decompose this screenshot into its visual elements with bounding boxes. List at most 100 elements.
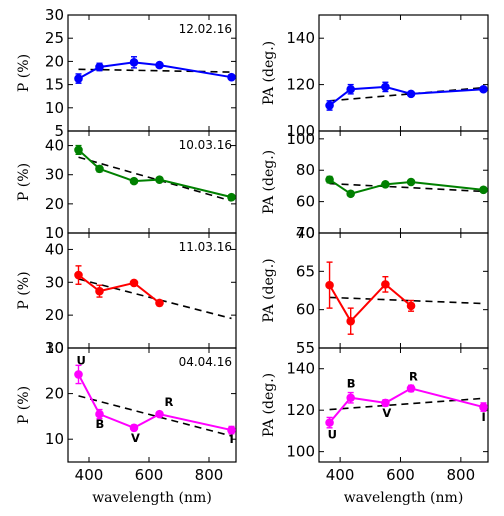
panel-4-left-xtick-label: 800: [195, 466, 224, 484]
panel-4-right-ylabel: PA (deg.): [261, 373, 277, 437]
panel-4-right-data-point: [479, 402, 488, 412]
panel-2-left-ytick-label: 40: [45, 137, 64, 155]
panel-3-left-series-line: [77, 274, 161, 304]
panel-1-right-data-point: [406, 89, 416, 99]
panel-3-right: 55 60 65 70 PA (deg.): [261, 224, 489, 357]
panel-1-left-ytick-label: 30: [45, 6, 64, 24]
panel-3-right-data-point: [406, 301, 416, 311]
panel-2-left-ytick-label: 30: [45, 166, 64, 184]
panel-1-left-ytick-label: 10: [45, 99, 64, 117]
panel-3-right-data-point: [381, 280, 390, 289]
panel-4-left-data-point: [129, 423, 139, 433]
panel-1-left-date-label: 12.02.16: [179, 22, 232, 36]
panel-3-left-ytick-label: 10: [45, 339, 64, 357]
panel-2-right-data-point: [479, 185, 488, 195]
panel-4-right-data-point: [325, 418, 334, 427]
panel-2-right: 40 60 80 100 PA (deg.): [261, 130, 489, 242]
panel-4-left-ytick-label: 10: [45, 430, 64, 448]
panel-3-right-data-point: [325, 280, 334, 290]
panel-4-right-ytick-label: 100: [286, 443, 315, 461]
panel-2-left-ytick-label: 20: [45, 195, 64, 213]
panel-4-right-fit-line: [329, 397, 484, 411]
panel-1-right-data-point: [479, 84, 488, 94]
panel-4-right-band-label: B: [347, 377, 356, 391]
panel-4-right-data-point: [406, 384, 416, 393]
panel-1-left-data-point: [74, 74, 83, 83]
panel-4-right-band-label: V: [382, 406, 391, 420]
panel-4-left-fit-line: [78, 395, 232, 437]
panel-3-left-date-label: 11.03.16: [179, 240, 232, 254]
panel-4-right-ytick-label: 120: [286, 401, 315, 419]
panel-2-left-data-point: [74, 145, 83, 155]
panel-4-right-band-label: R: [409, 369, 418, 383]
panel-4-left-band-label: I: [230, 432, 234, 446]
panel-3-left: 10 20 30 40 P (%) 11.03.16: [16, 232, 237, 357]
panel-2-right-data-point: [325, 175, 334, 184]
panel-1-right-fit-line: [329, 86, 484, 102]
panel-4-left-band-label: R: [165, 395, 174, 409]
panel-3-left-data-point: [95, 286, 104, 296]
panel-1-left-data-point: [227, 72, 236, 82]
panel-2-right-data-point: [406, 177, 416, 187]
panel-4-right-xlabel: wavelength (nm): [344, 490, 464, 506]
panel-4-right-xtick-label: 400: [326, 466, 355, 484]
panel-1-right-data-point: [346, 84, 355, 94]
panel-2-left: 10 20 30 40 P (%) 10.03.16: [16, 130, 237, 242]
panel-2-left-ylabel: P (%): [16, 163, 32, 201]
panel-1-left-ytick-label: 15: [45, 76, 64, 94]
panel-2-left-data-point: [129, 176, 139, 186]
panel-3-left-ytick-label: 20: [45, 306, 64, 324]
panel-4-left-band-label: B: [96, 417, 105, 431]
panel-3-left-ytick-label: 30: [45, 273, 64, 291]
panel-1-right: 100 120 140 PA (deg.): [261, 14, 489, 140]
panel-2-right-ytick-label: 80: [296, 161, 315, 179]
panel-3-right-fit-line: [329, 296, 484, 305]
panel-3-left-data-point: [74, 270, 83, 280]
panel-4-right-band-label: U: [328, 428, 337, 442]
panel-4-left-ylabel: P (%): [16, 386, 32, 424]
panel-2-left-date-label: 10.03.16: [179, 138, 232, 152]
panel-1-left-data-point: [95, 62, 104, 72]
panel-4-right-data-point: [346, 393, 355, 403]
panel-2-left-data-point: [95, 164, 104, 174]
panel-4-left: 10 20 30 P (%) 04.04.16 U B V R I 400 600 800 wavelen…: [16, 339, 237, 506]
panel-2-right-ytick-label: 100: [286, 130, 315, 148]
panel-3-left-ytick-label: 40: [45, 240, 64, 258]
panel-2-left-ytick-label: 10: [45, 224, 64, 242]
panel-3-left-ylabel: P (%): [16, 271, 32, 309]
panel-1-left-fit-line: [78, 68, 232, 73]
panel-4-right-xtick-label: 800: [447, 466, 476, 484]
panel-3-right-data-point: [346, 316, 355, 326]
panel-4-left-data-point: [227, 425, 236, 435]
panel-3-right-ytick-label: 55: [296, 339, 315, 357]
panel-1-right-frame: [318, 14, 489, 132]
panel-4-left-data-point: [155, 409, 164, 419]
panel-2-left-series-line: [77, 149, 232, 199]
panel-1-left: 5 10 15 20 25 30 P (%) 12.02.16: [16, 6, 237, 140]
panel-3-left-data-point: [155, 298, 164, 308]
panel-1-left-ylabel: P (%): [16, 54, 32, 92]
panel-4-left-ytick-label: 20: [45, 385, 64, 403]
panel-1-left-data-point: [129, 58, 139, 67]
panel-4-left-date-label: 04.04.16: [179, 355, 232, 369]
panel-2-left-data-point: [227, 192, 236, 202]
panel-1-left-data-point: [155, 60, 164, 70]
panel-4-right-frame: [318, 347, 489, 463]
panel-4-left-xtick-label: 600: [135, 466, 164, 484]
panel-1-right-ylabel: PA (deg.): [261, 41, 277, 105]
panel-4-left-data-point: [74, 370, 83, 379]
panel-4-right-series-line: [328, 387, 484, 424]
panel-2-left-fit-line: [78, 156, 232, 202]
panel-4-left-band-label: V: [131, 431, 140, 445]
panel-1-right-ytick-label: 120: [286, 76, 315, 94]
panel-4-right-xtick-label: 600: [386, 466, 415, 484]
panel-2-right-ytick-label: 40: [296, 224, 315, 242]
panel-1-left-ytick-label: 20: [45, 52, 64, 70]
panel-3-right-series-line: [328, 282, 412, 323]
panel-3-right-ylabel: PA (deg.): [261, 258, 277, 322]
panel-1-left-ytick-label: 25: [45, 29, 64, 47]
panel-2-right-data-point: [346, 189, 355, 199]
panel-4-left-band-label: U: [77, 353, 86, 367]
panel-4-right-data-point: [381, 398, 390, 408]
